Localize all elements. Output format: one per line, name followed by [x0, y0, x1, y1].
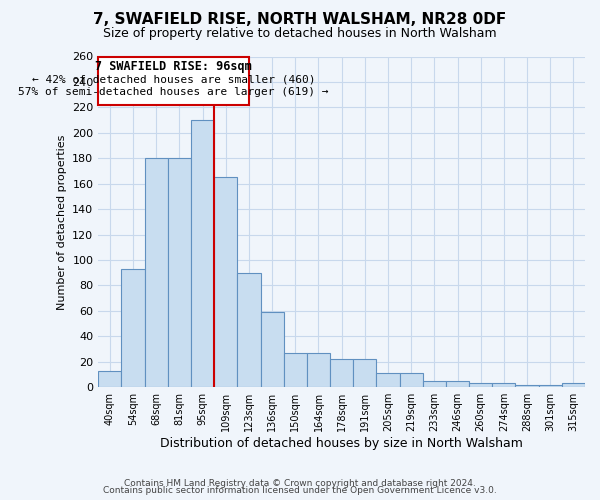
Bar [515, 384, 539, 387]
Text: Contains public sector information licensed under the Open Government Licence v3: Contains public sector information licen… [103, 486, 497, 495]
Bar [191, 120, 214, 387]
Bar [330, 359, 353, 387]
Bar [238, 272, 260, 387]
Bar [400, 373, 423, 387]
Bar [446, 381, 469, 387]
Bar [492, 384, 515, 387]
Text: Contains HM Land Registry data © Crown copyright and database right 2024.: Contains HM Land Registry data © Crown c… [124, 478, 476, 488]
Bar [353, 359, 376, 387]
Text: 57% of semi-detached houses are larger (619) →: 57% of semi-detached houses are larger (… [19, 87, 329, 97]
Bar [423, 381, 446, 387]
Text: ← 42% of detached houses are smaller (460): ← 42% of detached houses are smaller (46… [32, 74, 316, 85]
Bar [214, 178, 238, 387]
Bar [539, 384, 562, 387]
FancyBboxPatch shape [98, 56, 249, 105]
Bar [562, 384, 585, 387]
Bar [376, 373, 400, 387]
Text: Size of property relative to detached houses in North Walsham: Size of property relative to detached ho… [103, 28, 497, 40]
Bar [260, 312, 284, 387]
Bar [98, 370, 121, 387]
Bar [469, 384, 492, 387]
Bar [284, 353, 307, 387]
Bar [121, 269, 145, 387]
Bar [307, 353, 330, 387]
X-axis label: Distribution of detached houses by size in North Walsham: Distribution of detached houses by size … [160, 437, 523, 450]
Text: 7, SWAFIELD RISE, NORTH WALSHAM, NR28 0DF: 7, SWAFIELD RISE, NORTH WALSHAM, NR28 0D… [94, 12, 506, 28]
Text: 7 SWAFIELD RISE: 96sqm: 7 SWAFIELD RISE: 96sqm [95, 60, 252, 74]
Bar [145, 158, 168, 387]
Y-axis label: Number of detached properties: Number of detached properties [56, 134, 67, 310]
Bar [168, 158, 191, 387]
